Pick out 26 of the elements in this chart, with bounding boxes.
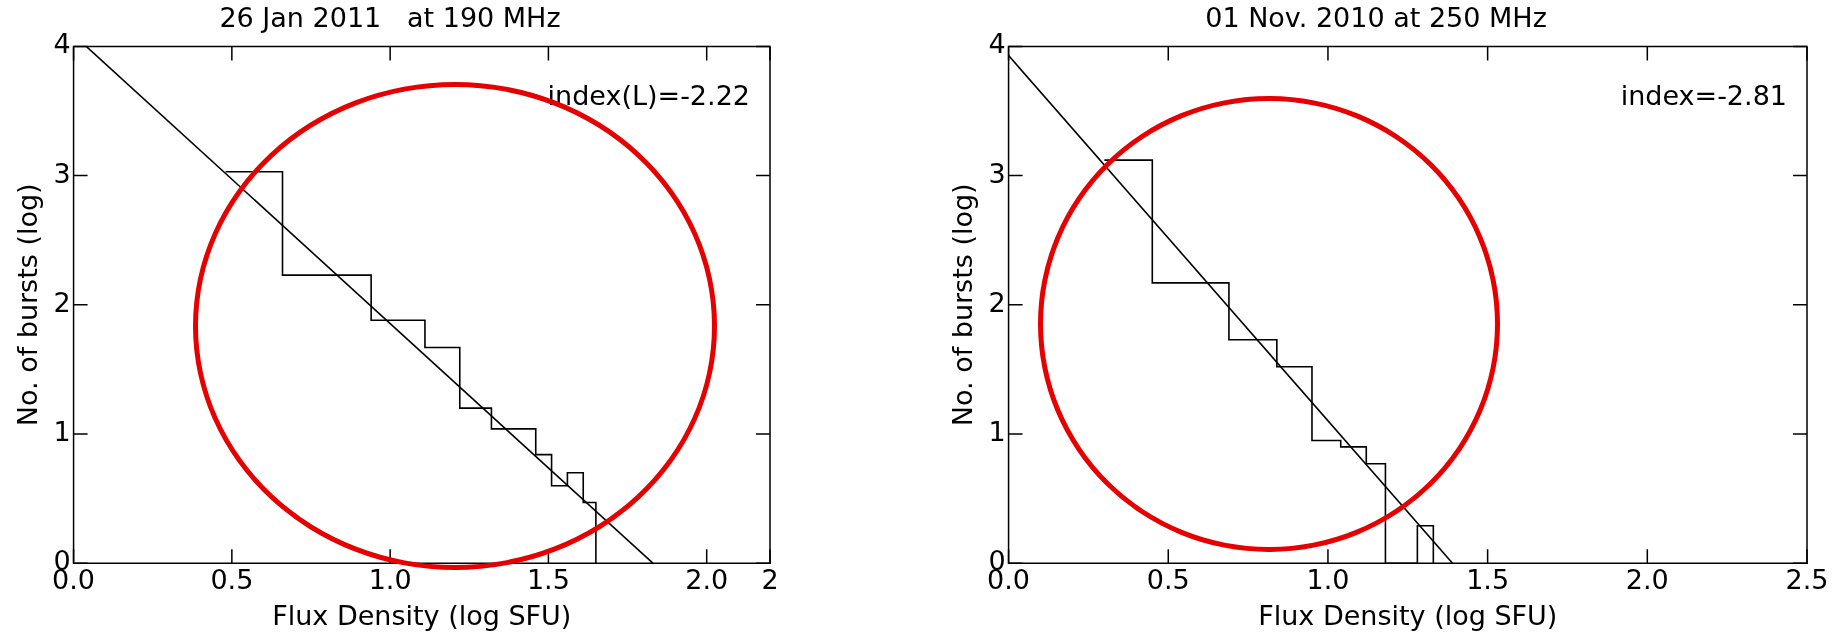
x-tick-label: 1.5 — [1466, 564, 1510, 596]
x-tick-label: 2 — [761, 564, 779, 596]
y-tick-label: 4 — [53, 28, 71, 60]
chart-title: 26 Jan 2011 at 190 MHz — [219, 2, 561, 34]
annotation: index=-2.81 — [1620, 79, 1787, 111]
annotation: index(L)=-2.22 — [547, 79, 750, 111]
x-axis-title: Flux Density (log SFU) — [272, 599, 572, 631]
y-tick-label: 2 — [53, 286, 71, 318]
y-tick-label: 1 — [53, 416, 71, 448]
y-axis-title: No. of bursts (log) — [12, 183, 44, 427]
chart-title: 01 Nov. 2010 at 250 MHz — [1205, 2, 1547, 34]
y-tick-label: 1 — [988, 416, 1006, 448]
x-tick-label: 2.0 — [1625, 564, 1669, 596]
x-tick-label: 2.0 — [685, 564, 729, 596]
y-tick-label: 3 — [988, 157, 1006, 189]
y-axis-title: No. of bursts (log) — [947, 183, 979, 427]
x-tick-label: 0.5 — [210, 564, 254, 596]
y-tick-label: 4 — [988, 28, 1006, 60]
x-axis-title: Flux Density (log SFU) — [1258, 599, 1558, 631]
x-tick-label: 1.0 — [368, 564, 412, 596]
y-tick-label: 3 — [53, 157, 71, 189]
x-tick-label: 1.0 — [1306, 564, 1350, 596]
x-tick-label: 2.5 — [1785, 564, 1829, 596]
x-tick-label: 0.5 — [1146, 564, 1190, 596]
x-tick-label: 1.5 — [526, 564, 570, 596]
y-tick-label: 2 — [988, 286, 1006, 318]
